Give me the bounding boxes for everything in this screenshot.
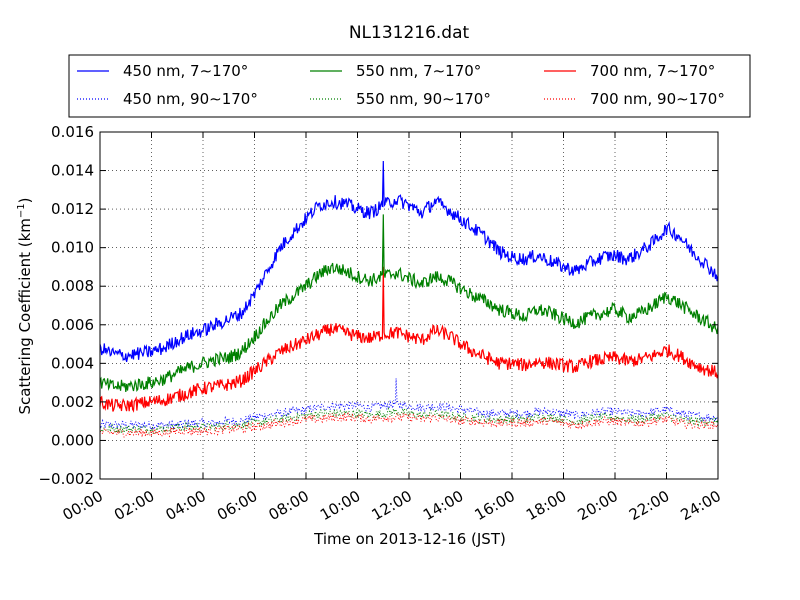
y-tick-label: 0.010 bbox=[51, 239, 94, 257]
y-tick-label: 0.006 bbox=[51, 316, 94, 334]
y-tick-label: 0.008 bbox=[51, 277, 94, 295]
chart-title: NL131216.dat bbox=[349, 23, 470, 43]
legend: 450 nm, 7∼170° 450 nm, 90∼170° 550 nm, 7∼1… bbox=[68, 54, 751, 118]
y-axis-label-suffix: ) bbox=[16, 197, 34, 203]
y-tick-label: 0.016 bbox=[51, 123, 94, 141]
legend-label: 700 nm, 7∼170° bbox=[590, 62, 715, 80]
legend-frame bbox=[68, 54, 751, 118]
series-line bbox=[99, 160, 719, 363]
y-tick-label: 0.012 bbox=[51, 200, 94, 218]
y-tick-label: 0.000 bbox=[51, 431, 94, 449]
legend-label: 550 nm, 90∼170° bbox=[356, 90, 491, 108]
y-tick-label: 0.004 bbox=[51, 354, 94, 372]
y-axis-label: Scattering Coefficient (km−1) bbox=[16, 197, 34, 414]
series-line bbox=[99, 407, 719, 435]
y-tick-label: 0.014 bbox=[51, 162, 94, 180]
legend-label: 550 nm, 7∼170° bbox=[356, 62, 481, 80]
legend-label: 700 nm, 90∼170° bbox=[590, 90, 725, 108]
legend-label: 450 nm, 7∼170° bbox=[123, 62, 248, 80]
legend-label: 450 nm, 90∼170° bbox=[123, 90, 258, 108]
y-tick-label: 0.002 bbox=[51, 393, 94, 411]
series-line bbox=[99, 266, 719, 413]
x-axis-label: Time on 2013-12-16 (JST) bbox=[313, 530, 506, 548]
series-line bbox=[99, 214, 719, 393]
y-axis-label-exponent: −1 bbox=[16, 203, 27, 218]
y-axis-label-main: Scattering Coefficient (km bbox=[16, 218, 34, 414]
y-tick-label: −0.002 bbox=[38, 470, 94, 488]
y-axis: −0.002 0.000 0.002 0.004 0.006 0.008 0.010 0.01… bbox=[38, 123, 718, 488]
series-group bbox=[99, 160, 719, 438]
